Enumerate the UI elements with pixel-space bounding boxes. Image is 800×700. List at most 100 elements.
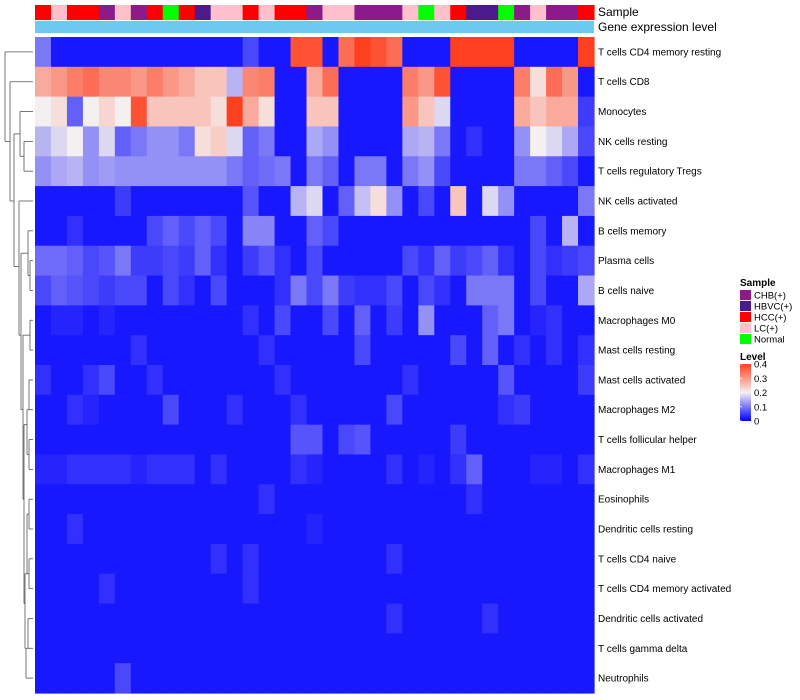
- heatmap-cell: [35, 603, 52, 634]
- heatmap-cell: [178, 245, 196, 277]
- heatmap-cell: [370, 424, 387, 456]
- heatmap-cell: [162, 365, 180, 396]
- heatmap-cell: [546, 245, 563, 277]
- heatmap-cell: [466, 335, 483, 366]
- heatmap-cell: [162, 663, 180, 694]
- heatmap-cell: [50, 394, 68, 426]
- sample-annotation-cell: [466, 5, 483, 20]
- heatmap-cell: [194, 454, 212, 485]
- heatmap-cell: [514, 573, 531, 605]
- heatmap-cell: [35, 275, 52, 306]
- heatmap-cell: [194, 66, 212, 98]
- heatmap-cell: [66, 126, 84, 157]
- heatmap-cell: [130, 186, 148, 217]
- heatmap-cell: [530, 365, 547, 396]
- heatmap-cell: [258, 603, 276, 634]
- heatmap-cell: [114, 66, 132, 98]
- heatmap-cell: [258, 245, 276, 277]
- heatmap-cell: [402, 633, 419, 664]
- heatmap-cell: [146, 305, 164, 336]
- heatmap-cell: [194, 305, 212, 336]
- heatmap-cell: [210, 394, 228, 426]
- heatmap-cell: [466, 365, 483, 396]
- heatmap-cell: [50, 514, 68, 545]
- heatmap-cell: [530, 633, 547, 664]
- heatmap-cell: [242, 603, 260, 634]
- sample-annotation-cell: [498, 5, 515, 20]
- heatmap-cell: [354, 126, 371, 157]
- heatmap-cell: [402, 603, 419, 634]
- heatmap-cell: [66, 186, 84, 217]
- heatmap-cell: [546, 633, 563, 664]
- heatmap-cell: [306, 633, 324, 664]
- heatmap-cell: [98, 66, 116, 98]
- heatmap-cell: [434, 66, 451, 98]
- heatmap-cell: [35, 663, 52, 694]
- heatmap-cell: [386, 156, 403, 187]
- heatmap-cell: [226, 37, 244, 68]
- legend-sample-label: Normal: [754, 335, 785, 346]
- heatmap-cell: [306, 543, 324, 575]
- heatmap-cell: [82, 454, 100, 485]
- heatmap-cell: [498, 126, 515, 157]
- heatmap-cell: [258, 663, 276, 694]
- heatmap-cell: [306, 484, 324, 515]
- heatmap-cell: [466, 215, 483, 247]
- heatmap-cell: [466, 484, 483, 515]
- heatmap-cell: [434, 275, 451, 306]
- heatmap-cell: [258, 126, 276, 157]
- heatmap-cell: [530, 335, 547, 366]
- heatmap-cell: [290, 365, 308, 396]
- heatmap-cell: [450, 663, 467, 694]
- heatmap-cell: [482, 37, 499, 68]
- heatmap-cell: [130, 126, 148, 157]
- heatmap-cell: [66, 215, 84, 247]
- sample-annotation-cell: [322, 5, 340, 20]
- heatmap-cell: [50, 37, 68, 68]
- heatmap-cell: [274, 543, 292, 575]
- sample-annotation-cell: [35, 5, 52, 20]
- heatmap-cell: [210, 156, 228, 187]
- heatmap-cell: [354, 454, 371, 485]
- heatmap-cell: [306, 96, 324, 128]
- heatmap-cell: [258, 215, 276, 247]
- heatmap-cell: [130, 365, 148, 396]
- heatmap-cell: [354, 514, 371, 545]
- heatmap-cell: [514, 126, 531, 157]
- sample-annotation-cell: [386, 5, 403, 20]
- heatmap-cell: [338, 484, 356, 515]
- heatmap-cell: [482, 603, 499, 634]
- row-label: B cells memory: [598, 226, 666, 237]
- heatmap-cell: [354, 215, 371, 247]
- heatmap-cell: [35, 186, 52, 217]
- heatmap-cell: [482, 186, 499, 217]
- heatmap-cell: [338, 514, 356, 545]
- heatmap-cell: [562, 484, 579, 515]
- heatmap-cell: [130, 37, 148, 68]
- heatmap-cell: [578, 603, 595, 634]
- heatmap-cell: [226, 603, 244, 634]
- heatmap-cell: [338, 275, 356, 306]
- heatmap-cell: [498, 573, 515, 605]
- heatmap-cell: [98, 335, 116, 366]
- heatmap-cell: [514, 335, 531, 366]
- legend-level-tick-label: 0.1: [754, 402, 767, 413]
- heatmap-cell: [98, 305, 116, 336]
- heatmap-cell: [562, 573, 579, 605]
- heatmap-cell: [178, 335, 196, 366]
- heatmap-cell: [82, 156, 100, 187]
- heatmap-cell: [178, 305, 196, 336]
- heatmap-cell: [194, 335, 212, 366]
- heatmap-cell: [370, 275, 387, 306]
- heatmap-cell: [546, 335, 563, 366]
- heatmap-cell: [354, 186, 371, 217]
- heatmap-cell: [226, 186, 244, 217]
- heatmap-cell: [546, 305, 563, 336]
- heatmap-cell: [50, 96, 68, 128]
- heatmap-cell: [418, 454, 435, 485]
- heatmap-cell: [210, 126, 228, 157]
- heatmap-cell: [242, 663, 260, 694]
- heatmap-cell: [178, 215, 196, 247]
- heatmap-cell: [274, 394, 292, 426]
- heatmap-cell: [386, 663, 403, 694]
